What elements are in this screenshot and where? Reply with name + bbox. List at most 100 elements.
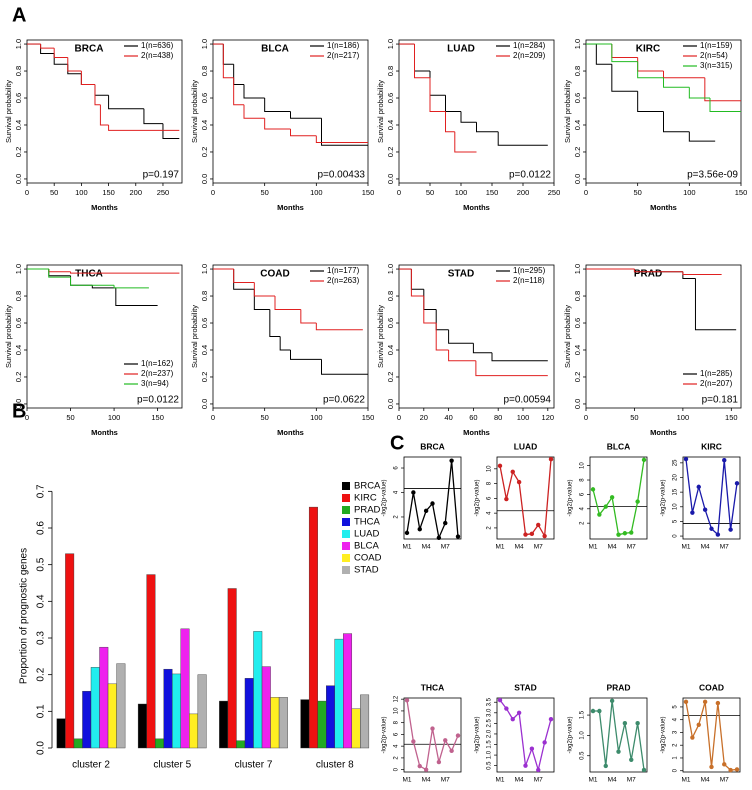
y-tick-label: 6 <box>487 496 493 500</box>
point <box>548 457 554 462</box>
survival-step <box>448 349 476 362</box>
survival-step <box>682 271 722 275</box>
point <box>635 721 640 726</box>
y-tick-label: 0.8 <box>386 291 395 301</box>
y-tick-label: 0.6 <box>200 318 209 328</box>
y-tick-label: 0.8 <box>200 291 209 301</box>
x-tick-label: M7 <box>441 544 450 551</box>
y-tick-label: 2 <box>394 515 400 519</box>
y-tick-label: 0 <box>673 768 679 772</box>
x-tick-label: M1 <box>588 544 597 551</box>
plot-frame <box>589 697 648 773</box>
point <box>455 733 461 738</box>
legend-label: 2(n=209) <box>513 51 546 60</box>
survival-step <box>429 77 446 112</box>
survival-step <box>704 77 741 102</box>
x-tick-label: M4 <box>701 544 710 551</box>
point <box>504 496 509 502</box>
y-tick-label: 8 <box>487 481 493 485</box>
y-tick-label: 0.4 <box>573 120 582 130</box>
point <box>536 522 541 528</box>
legend-label: STAD <box>354 565 379 576</box>
survival-step <box>454 131 477 153</box>
chart-title: STAD <box>448 269 474 280</box>
x-tick-label: cluster 5 <box>153 760 191 771</box>
y-tick-label: 0.8 <box>573 66 582 76</box>
y-tick-label: 0.2 <box>14 147 23 157</box>
survival-step <box>315 323 363 331</box>
chart-title: THCA <box>75 269 103 280</box>
point <box>597 512 602 517</box>
p-value: p=0.0122 <box>137 395 179 406</box>
point <box>715 532 721 537</box>
survival-step <box>91 285 116 289</box>
point <box>702 507 708 512</box>
y-tick-label: 2 <box>673 743 679 747</box>
point <box>629 530 634 535</box>
survival-step <box>445 111 455 133</box>
point <box>529 746 535 751</box>
y-tick-label: 1 <box>673 756 679 760</box>
bar <box>236 740 246 749</box>
point <box>609 495 615 500</box>
x-tick-label: 0 <box>25 188 29 197</box>
x-tick-label: M4 <box>515 544 524 551</box>
p-value: p=0.197 <box>143 170 180 181</box>
legend-label: 2(n=438) <box>141 51 174 60</box>
survival-step <box>108 124 180 131</box>
point <box>542 533 547 539</box>
chart-title: LUAD <box>514 441 538 451</box>
y-axis-label: -log2(p-value) <box>475 716 481 753</box>
y-tick-label: 6 <box>394 466 400 470</box>
point <box>622 531 628 536</box>
chart-title: PRAD <box>634 269 662 280</box>
point <box>728 767 733 773</box>
y-tick-label: 0.0 <box>200 174 209 184</box>
y-tick-label: 0.0 <box>573 174 582 184</box>
point <box>436 535 442 540</box>
survival-step <box>663 77 690 88</box>
bar <box>278 697 288 749</box>
survival-step <box>460 111 477 123</box>
x-tick-label: 100 <box>75 188 88 197</box>
x-tick-label: M1 <box>495 777 504 784</box>
point <box>616 749 621 754</box>
legend-label: PRAD <box>354 505 381 516</box>
point <box>411 739 416 744</box>
survival-step <box>633 269 683 273</box>
y-tick-label: 0.8 <box>573 291 582 301</box>
survival-step <box>233 269 255 284</box>
chart-title: LUAD <box>447 44 475 55</box>
y-tick-label: 2 <box>487 526 493 530</box>
legend-label: 2(n=207) <box>700 379 733 388</box>
y-tick-label: 0.4 <box>14 120 23 130</box>
y-tick-label: 4 <box>394 744 400 748</box>
x-tick-label: 20 <box>420 413 428 422</box>
chart-title: BRCA <box>420 441 445 451</box>
survival-step <box>243 84 265 99</box>
point <box>529 531 535 537</box>
y-tick-label: 0.4 <box>200 120 209 130</box>
x-tick-label: 200 <box>517 188 530 197</box>
legend-swatch <box>342 518 350 526</box>
legend-label: 1(n=284) <box>513 41 546 50</box>
x-axis-label: Months <box>463 428 490 437</box>
y-tick-label: 1.5 <box>487 740 493 749</box>
point <box>590 708 596 714</box>
x-tick-label: M4 <box>422 544 431 551</box>
legend-label: 1(n=159) <box>700 41 733 50</box>
point <box>423 767 429 772</box>
plot-frame <box>682 697 741 773</box>
y-tick-label: 0.6 <box>386 318 395 328</box>
x-tick-label: 50 <box>260 413 268 422</box>
bar <box>360 694 370 749</box>
y-tick-label: 0.6 <box>14 318 23 328</box>
bar <box>73 738 83 749</box>
bar <box>65 553 75 749</box>
y-tick-label: 1.0 <box>14 39 23 49</box>
x-tick-label: 0 <box>397 188 401 197</box>
survival-step <box>264 118 291 130</box>
y-tick-label: 5 <box>673 705 679 709</box>
x-tick-label: cluster 8 <box>316 760 354 771</box>
y-tick-label: 0.0 <box>573 399 582 409</box>
